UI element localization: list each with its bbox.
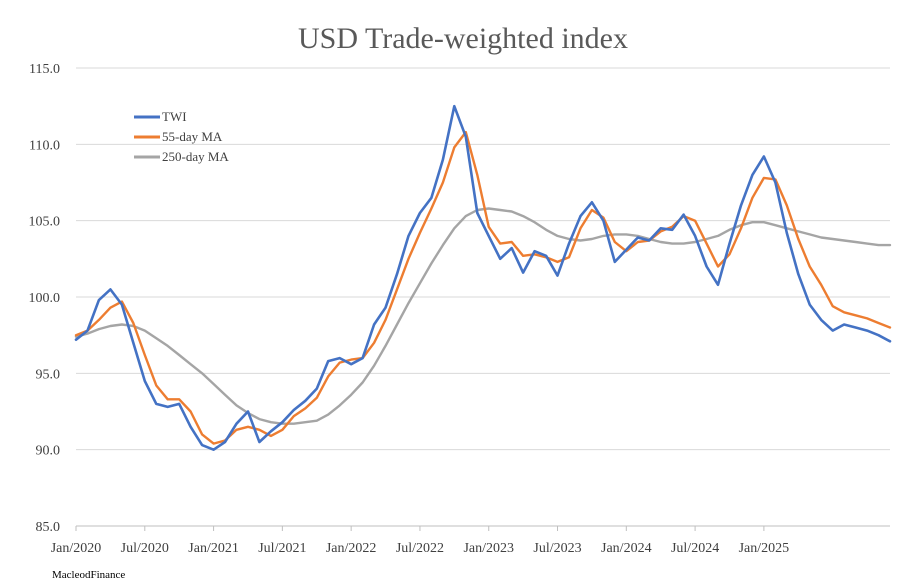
y-tick-label: 85.0 — [36, 520, 61, 535]
legend: TWI 55-day MA 250-day MA — [134, 109, 229, 164]
series-line-55-day-ma — [74, 130, 892, 445]
x-axis-tick-labels: Jan/2020 Jul/2020 Jan/2021 Jul/2021 Jan/2022… — [51, 526, 789, 556]
x-tick-label: Jan/2023 — [463, 541, 514, 556]
y-tick-label: 115.0 — [29, 62, 60, 77]
x-tick-label: Jan/2025 — [739, 541, 790, 556]
x-tick-label: Jan/2022 — [326, 541, 377, 556]
x-tick-label: Jul/2023 — [533, 541, 581, 556]
series-line-twi — [74, 104, 892, 452]
legend-label: TWI — [162, 109, 187, 124]
legend-label: 250-day MA — [162, 149, 229, 164]
x-tick-label: Jul/2024 — [671, 541, 719, 556]
y-tick-label: 105.0 — [29, 215, 61, 230]
source-label: MacleodFinance — [52, 569, 125, 581]
y-tick-label: 100.0 — [29, 291, 61, 306]
y-tick-label: 90.0 — [36, 444, 61, 459]
series-line-250-day-ma — [74, 207, 892, 425]
x-tick-label: Jul/2022 — [396, 541, 444, 556]
x-tick-label: Jan/2024 — [601, 541, 652, 556]
y-axis-tick-labels: 85.0 90.0 95.0 100.0 105.0 110.0 115.0 — [29, 62, 61, 535]
x-tick-label: Jan/2021 — [188, 541, 239, 556]
y-tick-label: 95.0 — [36, 367, 61, 382]
x-tick-label: Jul/2020 — [121, 541, 169, 556]
x-tick-label: Jan/2020 — [51, 541, 102, 556]
legend-label: 55-day MA — [162, 129, 223, 144]
series-lines — [74, 104, 892, 452]
y-tick-label: 110.0 — [29, 138, 60, 153]
x-tick-label: Jul/2021 — [258, 541, 306, 556]
chart-title: USD Trade-weighted index — [298, 22, 628, 55]
